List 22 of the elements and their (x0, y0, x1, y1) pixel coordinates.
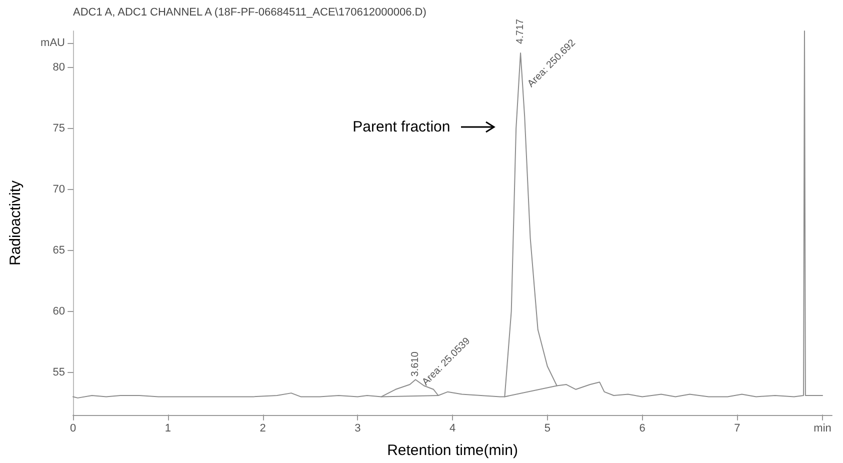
y-tick-label: 65 (52, 244, 65, 256)
y-tick-label: 75 (52, 122, 65, 135)
x-tick-label: 1 (164, 422, 171, 434)
x-tick-label: 7 (734, 422, 740, 434)
y-tick-label: 55 (52, 366, 65, 378)
x-tick-label: 4 (449, 422, 456, 434)
x-axis-title: Retention time(min) (387, 442, 518, 459)
y-tick-label: 60 (52, 305, 65, 318)
annotation: 3.610 (410, 351, 421, 377)
x-tick-label: 3 (354, 422, 361, 434)
y-tick-label: 70 (52, 183, 65, 196)
y-tick-label: 80 (52, 62, 65, 74)
y-tick-label: mAU (40, 37, 66, 50)
x-tick-label: 6 (639, 422, 646, 434)
x-tick-label: 5 (544, 422, 550, 434)
annotation: 4.717 (515, 18, 526, 44)
annotation: Parent fraction (352, 118, 450, 136)
x-tick-label: 2 (260, 422, 266, 434)
x-tick-label: 0 (70, 422, 76, 434)
y-axis-title: Radioactivity (7, 180, 24, 266)
x-tick-label: min (814, 422, 832, 434)
chart-title: ADC1 A, ADC1 CHANNEL A (18F-PF-06684511_ACE\170612000006.D) (73, 6, 426, 18)
